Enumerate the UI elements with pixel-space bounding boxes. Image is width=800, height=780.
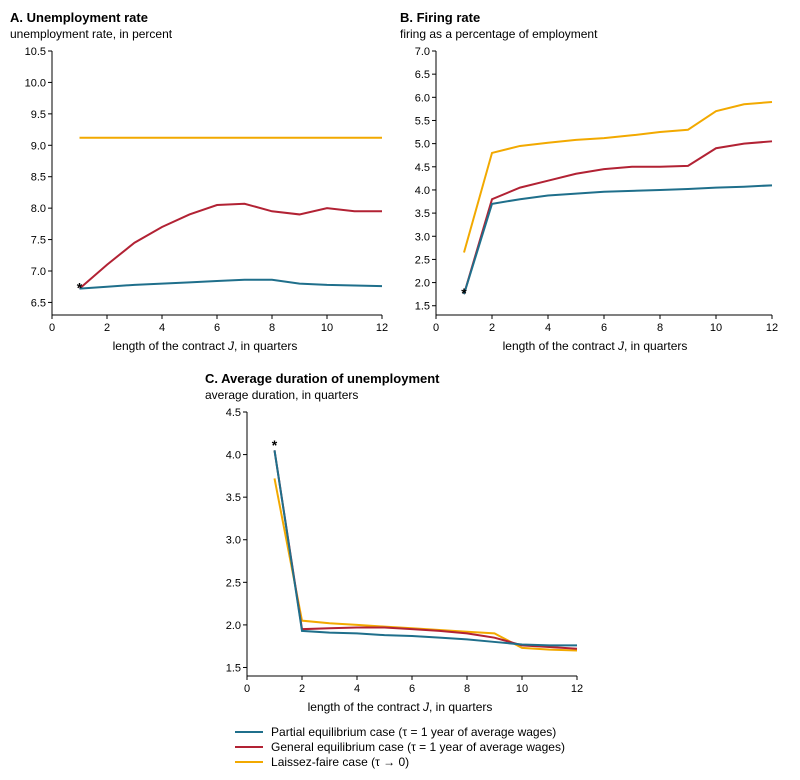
svg-text:6: 6 (601, 322, 607, 334)
svg-text:9.5: 9.5 (31, 109, 46, 121)
figure: A. Unemployment rate unemployment rate, … (10, 10, 790, 770)
svg-text:8.5: 8.5 (31, 172, 46, 184)
panel-c-title: C. Average duration of unemployment (205, 371, 595, 386)
panel-b-xlabel: length of the contract J, in quarters (400, 339, 790, 353)
legend-item-laissez: Laissez-faire case (τ → 0) (235, 755, 565, 769)
svg-text:2.0: 2.0 (226, 620, 241, 632)
svg-text:4.5: 4.5 (415, 162, 430, 174)
svg-text:8: 8 (657, 322, 663, 334)
svg-text:10: 10 (710, 322, 722, 334)
svg-text:8: 8 (269, 322, 275, 334)
svg-text:2.5: 2.5 (226, 577, 241, 589)
svg-text:3.5: 3.5 (415, 208, 430, 220)
svg-text:4.5: 4.5 (226, 407, 241, 419)
svg-text:10: 10 (321, 322, 333, 334)
svg-text:10.0: 10.0 (25, 77, 46, 89)
svg-text:7.0: 7.0 (31, 266, 46, 278)
svg-text:5.0: 5.0 (415, 139, 430, 151)
legend-swatch-general (235, 746, 263, 748)
legend-label-general: General equilibrium case (τ = 1 year of … (271, 740, 565, 754)
svg-text:*: * (461, 285, 467, 301)
svg-text:6.5: 6.5 (415, 69, 430, 81)
svg-text:12: 12 (766, 322, 778, 334)
panel-b-title: B. Firing rate (400, 10, 790, 25)
svg-text:7.5: 7.5 (31, 235, 46, 247)
svg-text:4: 4 (159, 322, 165, 334)
svg-text:12: 12 (571, 683, 583, 695)
panel-a: A. Unemployment rate unemployment rate, … (10, 10, 400, 353)
svg-text:9.0: 9.0 (31, 140, 46, 152)
legend-label-partial: Partial equilibrium case (τ = 1 year of … (271, 725, 556, 739)
svg-text:3.0: 3.0 (415, 231, 430, 243)
panel-c: C. Average duration of unemployment aver… (205, 371, 595, 714)
panel-a-chart: 6.5 7.0 7.5 8.0 8.5 9.0 9.5 10.0 10.5 0 2 4 6 8 10 12 * (10, 45, 390, 335)
svg-text:0: 0 (244, 683, 250, 695)
svg-text:2: 2 (489, 322, 495, 334)
panel-b-chart: 1.5 2.0 2.5 3.0 3.5 4.0 4.5 5.0 5.5 6.0 6.5 7.0 0 2 4 6… (400, 45, 780, 335)
svg-text:6: 6 (409, 683, 415, 695)
svg-text:6.0: 6.0 (415, 92, 430, 104)
svg-text:*: * (272, 437, 278, 453)
svg-text:7.0: 7.0 (415, 46, 430, 58)
svg-text:4: 4 (545, 322, 551, 334)
legend-swatch-partial (235, 731, 263, 733)
panel-b-subtitle: firing as a percentage of employment (400, 27, 790, 41)
svg-text:0: 0 (49, 322, 55, 334)
svg-text:2: 2 (104, 322, 110, 334)
svg-text:2.0: 2.0 (415, 278, 430, 290)
svg-text:2: 2 (299, 683, 305, 695)
svg-text:4.0: 4.0 (415, 185, 430, 197)
svg-text:3.5: 3.5 (226, 492, 241, 504)
svg-text:1.5: 1.5 (226, 662, 241, 674)
panel-a-subtitle: unemployment rate, in percent (10, 27, 400, 41)
svg-text:2.5: 2.5 (415, 254, 430, 266)
legend-item-general: General equilibrium case (τ = 1 year of … (235, 740, 565, 754)
legend-item-partial: Partial equilibrium case (τ = 1 year of … (235, 725, 565, 739)
svg-text:6.5: 6.5 (31, 297, 46, 309)
svg-text:4: 4 (354, 683, 360, 695)
svg-text:8.0: 8.0 (31, 203, 46, 215)
panel-c-chart: 1.5 2.0 2.5 3.0 3.5 4.0 4.5 0 2 4 6 8 10 12 * (205, 406, 585, 696)
legend: Partial equilibrium case (τ = 1 year of … (10, 724, 790, 770)
svg-text:0: 0 (433, 322, 439, 334)
svg-text:4.0: 4.0 (226, 450, 241, 462)
svg-text:8: 8 (464, 683, 470, 695)
svg-text:10.5: 10.5 (25, 46, 46, 58)
svg-text:5.5: 5.5 (415, 115, 430, 127)
panel-a-xlabel: length of the contract J, in quarters (10, 339, 400, 353)
panel-c-xlabel: length of the contract J, in quarters (205, 700, 595, 714)
panel-c-subtitle: average duration, in quarters (205, 388, 595, 402)
svg-text:3.0: 3.0 (226, 535, 241, 547)
panel-b: B. Firing rate firing as a percentage of… (400, 10, 790, 353)
panel-a-title: A. Unemployment rate (10, 10, 400, 25)
svg-text:*: * (77, 280, 83, 296)
legend-label-laissez: Laissez-faire case (τ → 0) (271, 755, 409, 769)
svg-text:1.5: 1.5 (415, 301, 430, 313)
svg-text:12: 12 (376, 322, 388, 334)
legend-swatch-laissez (235, 761, 263, 763)
svg-text:10: 10 (516, 683, 528, 695)
svg-text:6: 6 (214, 322, 220, 334)
